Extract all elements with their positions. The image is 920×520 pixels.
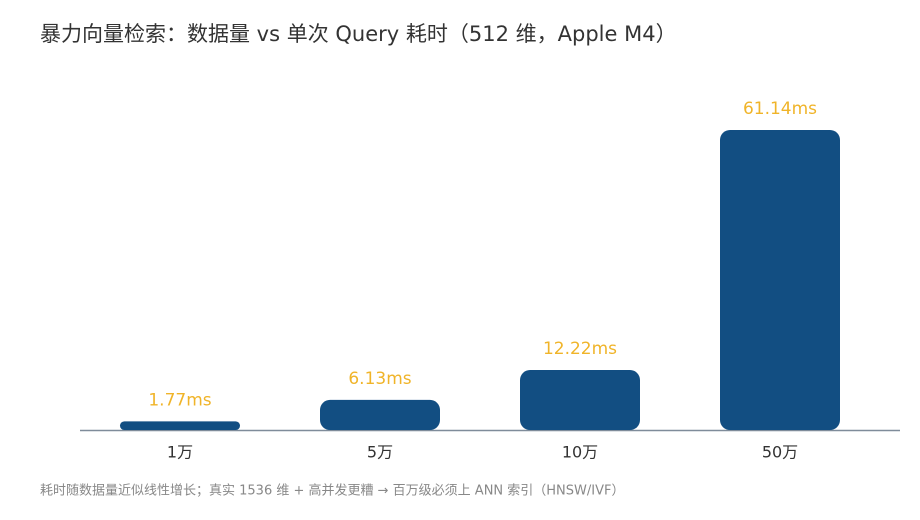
bar: [320, 399, 440, 430]
bar: [720, 130, 840, 430]
bar: [520, 370, 640, 430]
chart-title: 暴力向量检索：数据量 vs 单次 Query 耗时（512 维，Apple M4…: [40, 22, 677, 46]
value-label: 1.77ms: [148, 390, 211, 410]
x-tick-label: 50万: [762, 443, 798, 462]
bar: [120, 421, 240, 430]
value-label: 12.22ms: [543, 339, 617, 359]
x-tick-label: 1万: [167, 443, 193, 462]
footnote: 耗时随数据量近似线性增长；真实 1536 维 + 高并发更糟 → 百万级必须上 …: [40, 483, 624, 499]
value-label: 6.13ms: [348, 369, 411, 389]
x-tick-label: 10万: [562, 443, 598, 462]
x-tick-label: 5万: [367, 443, 393, 462]
value-label: 61.14ms: [743, 99, 817, 119]
